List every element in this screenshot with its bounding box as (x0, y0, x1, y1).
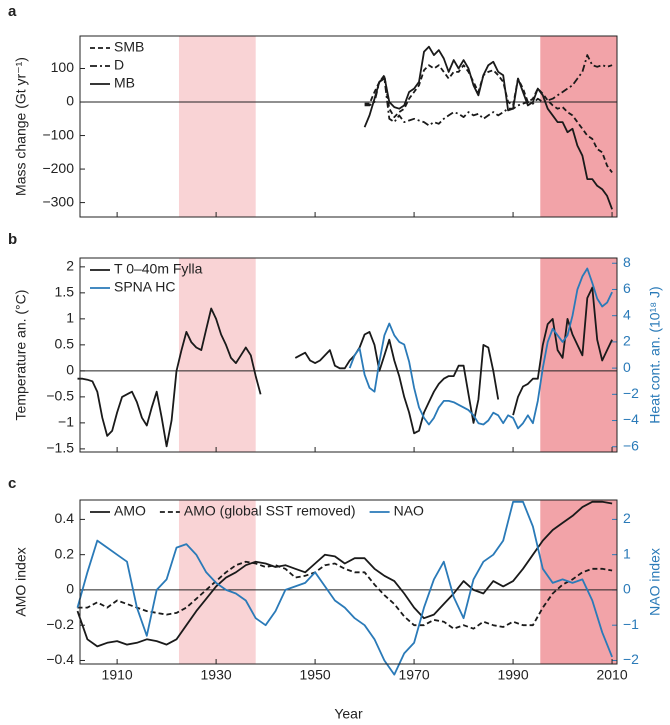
plot-frame (79, 257, 618, 453)
data-line (77, 286, 613, 448)
y2-tick-label: 1 (623, 545, 631, 561)
legend-label: MB (114, 75, 135, 91)
legend-label: AMO (114, 503, 146, 519)
x-tick-label: 2010 (596, 667, 627, 683)
x-tick-label: 1990 (497, 667, 528, 683)
x-tick-label: 1910 (102, 667, 133, 683)
y-tick-label: 0 (66, 581, 74, 597)
x-tick-label: 1950 (300, 667, 331, 683)
y-tick-label: −100 (42, 126, 74, 142)
shaded-period (178, 36, 256, 217)
y2-tick-label: −2 (623, 651, 639, 667)
shaded-period (178, 500, 256, 664)
y-tick-label: −0.5 (46, 388, 74, 404)
legend-label: SMB (114, 39, 144, 55)
y2-axis-label: Heat cont. an. (10¹⁸ J) (647, 286, 663, 423)
y2-axis-label: NAO index (647, 548, 663, 616)
data-line (76, 500, 613, 676)
y2-tick-label: −4 (623, 411, 639, 427)
x-axis-label: Year (334, 706, 363, 722)
y-tick-label: 0 (66, 362, 74, 378)
y2-tick-label: 0 (623, 581, 631, 597)
legend-label: NAO (394, 503, 424, 519)
panel-letter: c (8, 475, 16, 492)
y-tick-label: −0.4 (46, 651, 74, 667)
y-tick-label: 1.5 (55, 284, 75, 300)
y2-tick-label: −6 (623, 437, 639, 453)
y2-tick-label: 2 (623, 510, 631, 526)
legend-label: AMO (global SST removed) (184, 503, 356, 519)
y2-tick-label: 6 (623, 280, 631, 296)
y-tick-label: 0 (66, 93, 74, 109)
y-axis-label: Temperature an. (°C) (13, 290, 29, 421)
y2-tick-label: 2 (623, 333, 631, 349)
y2-tick-label: 0 (623, 359, 631, 375)
data-line (77, 560, 613, 630)
y2-tick-label: −2 (623, 385, 639, 401)
plot-frame (79, 499, 618, 665)
y-tick-label: 1 (66, 310, 74, 326)
y-axis-label: AMO index (13, 547, 29, 616)
y-tick-label: 2 (66, 258, 74, 274)
y-tick-label: −300 (42, 193, 74, 209)
legend-label: D (114, 57, 124, 73)
y2-tick-label: 8 (623, 254, 631, 270)
shaded-period (540, 36, 617, 217)
y-tick-label: −200 (42, 160, 74, 176)
x-tick-label: 1930 (201, 667, 232, 683)
panel-letter: a (8, 3, 17, 20)
legend-label: SPNA HC (114, 279, 175, 295)
data-line (348, 267, 613, 430)
y-tick-label: −1.5 (46, 440, 74, 456)
legend-label: T 0–40m Fylla (114, 261, 203, 277)
x-tick-label: 1970 (399, 667, 430, 683)
data-line (363, 45, 613, 210)
plot-frame (79, 35, 618, 218)
data-line (364, 64, 613, 173)
y2-tick-label: 4 (623, 306, 631, 322)
panel-letter: b (8, 231, 17, 248)
y-tick-label: 100 (51, 59, 75, 75)
data-line (76, 500, 613, 648)
y2-tick-label: −1 (623, 616, 639, 632)
y-axis-label: Mass change (Gt yr⁻¹) (13, 57, 29, 196)
y-tick-label: −0.2 (46, 616, 74, 632)
y-tick-label: 0.5 (55, 336, 75, 352)
shaded-period (178, 258, 256, 452)
data-line (364, 54, 613, 127)
y-tick-label: 0.2 (55, 545, 75, 561)
y-tick-label: −1 (58, 414, 74, 430)
y-tick-label: 0.4 (55, 510, 75, 526)
